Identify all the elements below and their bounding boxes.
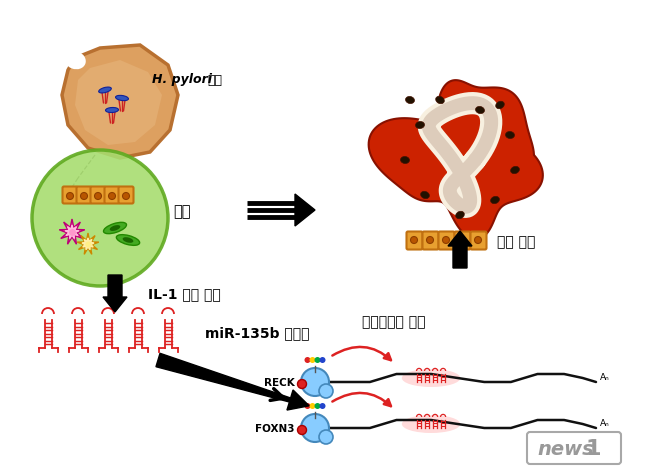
Ellipse shape: [436, 96, 445, 104]
Polygon shape: [77, 233, 99, 254]
Text: 1: 1: [585, 439, 600, 459]
Circle shape: [298, 379, 307, 388]
Ellipse shape: [406, 96, 415, 104]
FancyBboxPatch shape: [90, 186, 105, 203]
Ellipse shape: [506, 131, 514, 139]
Circle shape: [301, 414, 329, 442]
Ellipse shape: [105, 107, 118, 113]
Ellipse shape: [99, 87, 111, 93]
Ellipse shape: [421, 192, 430, 199]
FancyBboxPatch shape: [406, 231, 422, 249]
Text: FOXN3: FOXN3: [255, 424, 295, 434]
Polygon shape: [75, 60, 162, 145]
Circle shape: [314, 357, 320, 363]
Ellipse shape: [64, 51, 86, 69]
Ellipse shape: [491, 196, 499, 204]
Circle shape: [305, 403, 311, 409]
Circle shape: [314, 403, 320, 409]
Ellipse shape: [110, 225, 120, 231]
Circle shape: [320, 357, 326, 363]
Circle shape: [426, 236, 434, 244]
FancyBboxPatch shape: [118, 186, 133, 203]
Ellipse shape: [402, 369, 460, 387]
FancyBboxPatch shape: [527, 432, 621, 464]
Circle shape: [298, 426, 307, 435]
FancyBboxPatch shape: [439, 231, 454, 249]
Circle shape: [109, 193, 115, 200]
Circle shape: [94, 193, 102, 200]
Ellipse shape: [415, 122, 424, 129]
Polygon shape: [295, 194, 315, 226]
Polygon shape: [368, 80, 543, 239]
FancyBboxPatch shape: [454, 231, 471, 249]
Circle shape: [122, 193, 130, 200]
Ellipse shape: [122, 237, 133, 243]
Ellipse shape: [495, 101, 505, 109]
Polygon shape: [59, 219, 85, 244]
FancyBboxPatch shape: [422, 231, 439, 249]
Polygon shape: [62, 45, 178, 158]
Ellipse shape: [116, 96, 128, 101]
Ellipse shape: [475, 106, 484, 114]
Circle shape: [458, 236, 465, 244]
Circle shape: [32, 150, 168, 286]
Circle shape: [319, 384, 333, 398]
Text: news: news: [537, 439, 594, 458]
Text: miR-135b 과발현: miR-135b 과발현: [205, 326, 309, 340]
Text: 감염: 감염: [207, 73, 222, 87]
FancyBboxPatch shape: [105, 186, 120, 203]
Polygon shape: [156, 353, 309, 410]
Circle shape: [411, 236, 417, 244]
FancyBboxPatch shape: [62, 186, 77, 203]
Circle shape: [320, 403, 326, 409]
Circle shape: [301, 368, 329, 396]
Text: 위암 발생: 위암 발생: [497, 235, 535, 249]
Text: RECK: RECK: [264, 378, 295, 388]
Ellipse shape: [456, 211, 464, 219]
Text: H. pylori: H. pylori: [152, 73, 212, 87]
Ellipse shape: [510, 166, 519, 174]
Ellipse shape: [402, 415, 460, 433]
Text: Aₙ: Aₙ: [600, 373, 610, 382]
Circle shape: [305, 357, 311, 363]
Polygon shape: [82, 238, 94, 250]
Polygon shape: [65, 225, 79, 238]
Ellipse shape: [104, 222, 126, 234]
Circle shape: [319, 430, 333, 444]
Circle shape: [81, 193, 87, 200]
Ellipse shape: [117, 235, 140, 245]
Polygon shape: [103, 275, 127, 312]
FancyBboxPatch shape: [471, 231, 486, 249]
Polygon shape: [448, 231, 472, 268]
Circle shape: [309, 357, 316, 363]
FancyBboxPatch shape: [77, 186, 92, 203]
Circle shape: [443, 236, 449, 244]
Text: IL-1 신호 활성: IL-1 신호 활성: [148, 287, 221, 301]
Circle shape: [66, 193, 74, 200]
Text: 위염: 위염: [173, 204, 191, 219]
Circle shape: [309, 403, 316, 409]
Ellipse shape: [400, 157, 409, 164]
Text: Aₙ: Aₙ: [600, 419, 610, 428]
Circle shape: [475, 236, 482, 244]
Text: 표적유전자 억제: 표적유전자 억제: [362, 315, 426, 329]
